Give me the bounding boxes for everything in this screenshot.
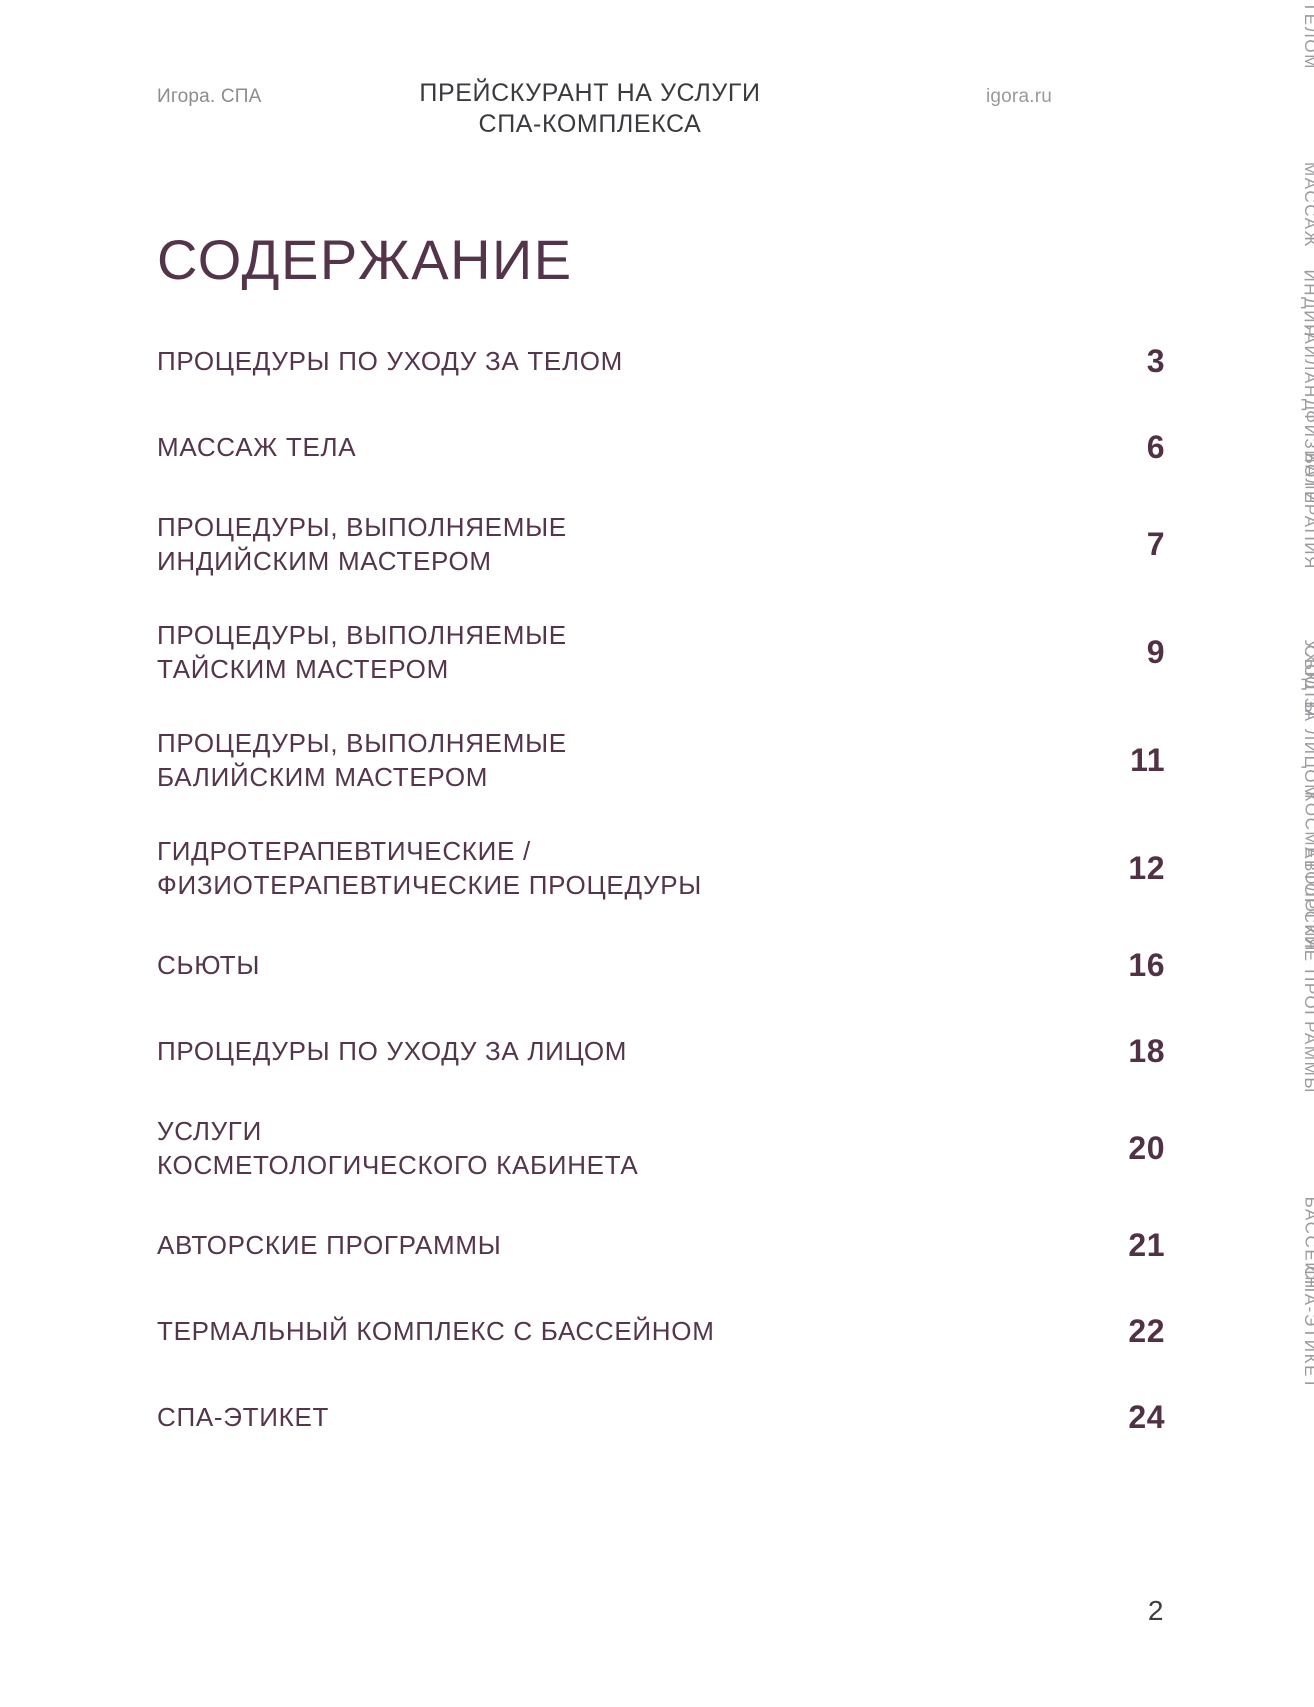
- running-header: Игора. СПА ПРЕЙСКУРАНТ НА УСЛУГИ СПА-КОМ…: [0, 78, 1180, 148]
- toc-entry-label: АВТОРСКИЕ ПРОГРАММЫ: [157, 1228, 525, 1262]
- toc-entry[interactable]: СЬЮТЫ 16: [157, 922, 1165, 1008]
- side-tab-3[interactable]: ТАИЛАНД: [1301, 321, 1314, 412]
- side-tab-5[interactable]: ФИЗИОТЕРАПИЯ: [1301, 410, 1314, 570]
- table-of-contents: ПРОЦЕДУРЫ ПО УХОДУ ЗА ТЕЛОМ 3 МАССАЖ ТЕЛ…: [157, 318, 1165, 1460]
- toc-entry[interactable]: АВТОРСКИЕ ПРОГРАММЫ 21: [157, 1202, 1165, 1288]
- toc-entry[interactable]: ПРОЦЕДУРЫ, ВЫПОЛНЯЕМЫЕ ТАЙСКИМ МАСТЕРОМ …: [157, 598, 1165, 706]
- side-tab-7[interactable]: УХОД ЗА ЛИЦОМ: [1301, 639, 1314, 800]
- toc-entry[interactable]: СПА-ЭТИКЕТ 24: [157, 1374, 1165, 1460]
- document-title: ПРЕЙСКУРАНТ НА УСЛУГИ СПА-КОМПЛЕКСА: [0, 78, 1180, 140]
- toc-entry-label: ГИДРОТЕРАПЕВТИЧЕСКИЕ / ФИЗИОТЕРАПЕВТИЧЕС…: [157, 834, 726, 902]
- toc-entry-page: 18: [1128, 1032, 1165, 1069]
- toc-entry[interactable]: ПРОЦЕДУРЫ, ВЫПОЛНЯЕМЫЕ ИНДИЙСКИМ МАСТЕРО…: [157, 490, 1165, 598]
- toc-entry-label: ПРОЦЕДУРЫ, ВЫПОЛНЯЕМЫЕ ТАЙСКИМ МАСТЕРОМ: [157, 618, 591, 686]
- toc-entry-page: 20: [1128, 1129, 1165, 1166]
- page-folio-number: 2: [1147, 1595, 1164, 1626]
- side-tab-1[interactable]: МАССАЖ: [1301, 162, 1314, 248]
- toc-entry-line1: ПРОЦЕДУРЫ, ВЫПОЛНЯЕМЫЕ: [157, 620, 567, 650]
- toc-entry-page: 9: [1146, 633, 1165, 670]
- toc-entry[interactable]: ПРОЦЕДУРЫ ПО УХОДУ ЗА ЛИЦОМ 18: [157, 1008, 1165, 1094]
- toc-entry-label: ПРОЦЕДУРЫ ПО УХОДУ ЗА ЛИЦОМ: [157, 1034, 651, 1068]
- toc-entry-page: 6: [1146, 428, 1165, 465]
- toc-entry-label: ТЕРМАЛЬНЫЙ КОМПЛЕКС С БАССЕЙНОМ: [157, 1314, 739, 1348]
- document-title-line1: ПРЕЙСКУРАНТ НА УСЛУГИ: [419, 79, 761, 107]
- toc-entry-label: СПА-ЭТИКЕТ: [157, 1400, 353, 1434]
- toc-entry-line2: ТАЙСКИМ МАСТЕРОМ: [157, 654, 449, 684]
- toc-entry-label: СЬЮТЫ: [157, 948, 284, 982]
- toc-entry-page: 3: [1146, 342, 1165, 379]
- toc-entry-line1: ПРОЦЕДУРЫ ПО УХОДУ ЗА ЛИЦОМ: [157, 1036, 628, 1066]
- toc-entry-line1: ГИДРОТЕРАПЕВТИЧЕСКИЕ /: [157, 836, 531, 866]
- toc-entry-label: ПРОЦЕДУРЫ ПО УХОДУ ЗА ТЕЛОМ: [157, 344, 647, 378]
- toc-entry-label: МАССАЖ ТЕЛА: [157, 430, 380, 464]
- toc-entry[interactable]: ГИДРОТЕРАПЕВТИЧЕСКИЕ / ФИЗИОТЕРАПЕВТИЧЕС…: [157, 814, 1165, 922]
- toc-entry-line1: УСЛУГИ: [157, 1116, 262, 1146]
- toc-entry[interactable]: ПРОЦЕДУРЫ, ВЫПОЛНЯЕМЫЕ БАЛИЙСКИМ МАСТЕРО…: [157, 706, 1165, 814]
- toc-entry-page: 22: [1128, 1312, 1165, 1349]
- toc-entry-line1: ПРОЦЕДУРЫ, ВЫПОЛНЯЕМЫЕ: [157, 512, 567, 542]
- toc-entry-line1: ТЕРМАЛЬНЫЙ КОМПЛЕКС С БАССЕЙНОМ: [157, 1316, 715, 1346]
- toc-entry-page: 12: [1128, 849, 1165, 886]
- side-tab-strip: УХОД ЗА ТЕЛОМ МАССАЖ ИНДИЯ ТАИЛАНД БАЛИ …: [1218, 0, 1314, 1707]
- toc-entry-line1: ПРОЦЕДУРЫ, ВЫПОЛНЯЕМЫЕ: [157, 728, 567, 758]
- toc-entry[interactable]: МАССАЖ ТЕЛА 6: [157, 404, 1165, 490]
- side-tab-11[interactable]: СПА-ЭТИКЕТ: [1301, 1266, 1314, 1390]
- toc-entry-page: 16: [1128, 946, 1165, 983]
- toc-entry-line1: СЬЮТЫ: [157, 950, 261, 980]
- toc-entry-label: УСЛУГИ КОСМЕТОЛОГИЧЕСКОГО КАБИНЕТА: [157, 1114, 662, 1182]
- toc-entry-label: ПРОЦЕДУРЫ, ВЫПОЛНЯЕМЫЕ БАЛИЙСКИМ МАСТЕРО…: [157, 726, 591, 794]
- toc-entry-page: 7: [1146, 525, 1165, 562]
- toc-entry[interactable]: ПРОЦЕДУРЫ ПО УХОДУ ЗА ТЕЛОМ 3: [157, 318, 1165, 404]
- brand-name: Игора. СПА: [157, 86, 262, 107]
- toc-entry-line2: КОСМЕТОЛОГИЧЕСКОГО КАБИНЕТА: [157, 1150, 639, 1180]
- side-tab-0[interactable]: УХОД ЗА ТЕЛОМ: [1300, 0, 1314, 70]
- toc-entry-line1: АВТОРСКИЕ ПРОГРАММЫ: [157, 1230, 502, 1260]
- toc-entry-line2: ИНДИЙСКИМ МАСТЕРОМ: [157, 546, 492, 576]
- side-tab-9[interactable]: АВТОРСКИЕ ПРОГРАММЫ: [1301, 847, 1314, 1094]
- page-title: СОДЕРЖАНИЕ: [157, 227, 573, 291]
- toc-entry-line1: ПРОЦЕДУРЫ ПО УХОДУ ЗА ТЕЛОМ: [157, 346, 624, 376]
- toc-entry-line1: СПА-ЭТИКЕТ: [157, 1402, 330, 1432]
- toc-entry-page: 24: [1128, 1398, 1165, 1435]
- toc-entry-line2: БАЛИЙСКИМ МАСТЕРОМ: [157, 762, 489, 792]
- toc-entry[interactable]: ТЕРМАЛЬНЫЙ КОМПЛЕКС С БАССЕЙНОМ 22: [157, 1288, 1165, 1374]
- website-url: igora.ru: [985, 86, 1052, 107]
- toc-entry-label: ПРОЦЕДУРЫ, ВЫПОЛНЯЕМЫЕ ИНДИЙСКИМ МАСТЕРО…: [157, 510, 591, 578]
- toc-entry-page: 11: [1130, 741, 1165, 778]
- toc-entry-line2: ФИЗИОТЕРАПЕВТИЧЕСКИЕ ПРОЦЕДУРЫ: [157, 870, 703, 900]
- toc-entry-page: 21: [1128, 1226, 1165, 1263]
- document-title-line2: СПА-КОМПЛЕКСА: [478, 110, 702, 138]
- toc-entry-line1: МАССАЖ ТЕЛА: [157, 432, 357, 462]
- toc-entry[interactable]: УСЛУГИ КОСМЕТОЛОГИЧЕСКОГО КАБИНЕТА 20: [157, 1094, 1165, 1202]
